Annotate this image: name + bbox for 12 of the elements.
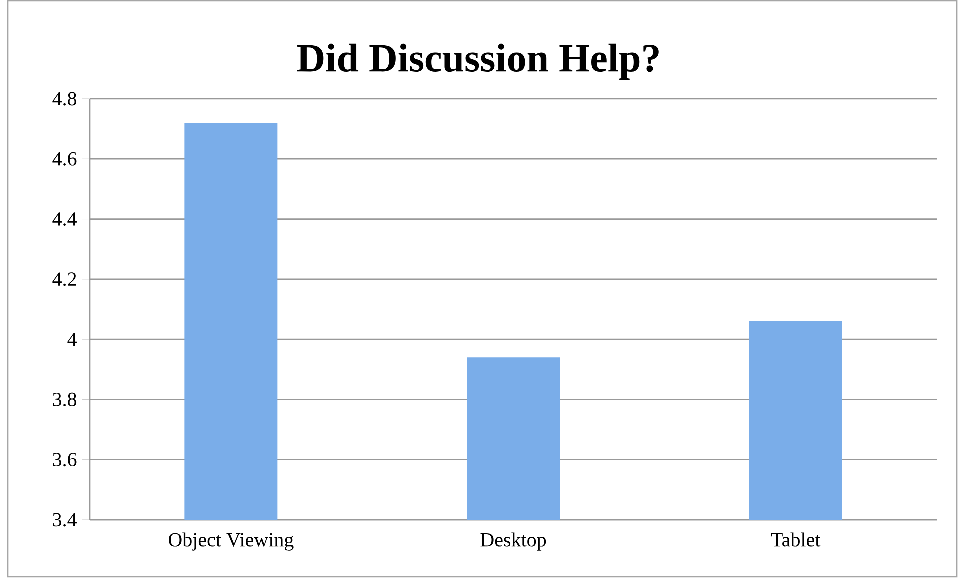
x-tick-label: Object Viewing: [168, 532, 294, 551]
y-tick-label: 3.8: [53, 392, 77, 407]
x-tick-label: Tablet: [771, 532, 821, 547]
y-tick-label: 4.6: [52, 152, 77, 166]
x-tick-label: Desktop: [480, 532, 546, 551]
y-tick-label: 3.4: [53, 513, 77, 527]
y-tick-label: 4.4: [52, 212, 77, 226]
y-tick-label: 4: [68, 333, 77, 346]
y-tick-label: 4.2: [52, 272, 76, 286]
y-tick-label: 4.8: [52, 92, 77, 106]
y-tick-label: 3.6: [53, 453, 77, 467]
chart-title: Did Discussion Help?: [297, 44, 659, 80]
